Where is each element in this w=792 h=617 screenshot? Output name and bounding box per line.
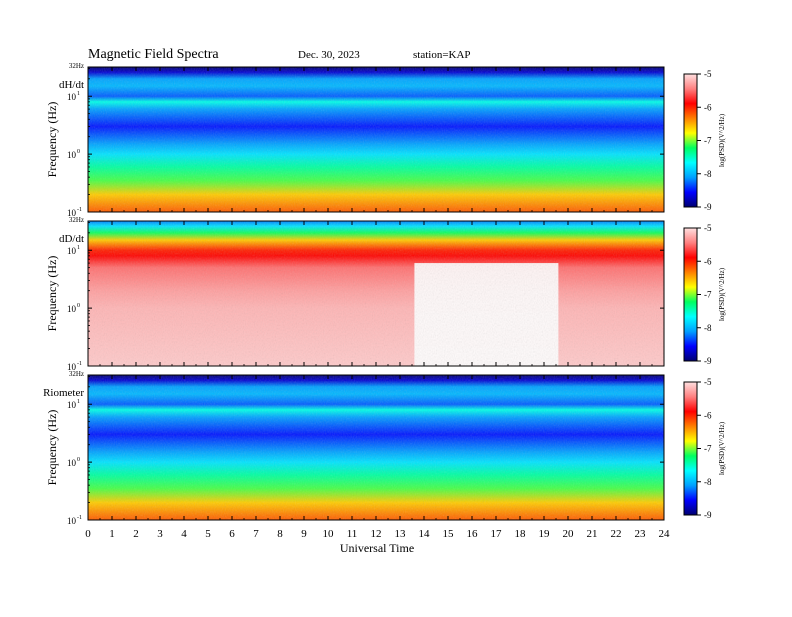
x-tick-label: 8 (277, 528, 283, 540)
y-top-label: 32Hz (69, 370, 84, 378)
x-tick-label: 6 (229, 528, 235, 540)
x-tick-label: 13 (395, 528, 407, 540)
y-tick-label: 10 (67, 458, 77, 468)
x-tick-label: 16 (467, 528, 479, 540)
colorbar-tick-label: -7 (704, 136, 712, 146)
panel-name: Riometer (43, 387, 84, 399)
y-tick-exponent: -1 (77, 361, 82, 367)
spectrogram-texture (88, 375, 664, 520)
colorbar-tick-label: -9 (704, 202, 712, 212)
spectrogram-texture (88, 221, 664, 366)
x-tick-label: 2 (133, 528, 139, 540)
panel-name: dH/dt (59, 79, 84, 91)
y-tick-exponent: 1 (77, 91, 80, 97)
colorbar-label: log(PSD)(V^2/Hz) (718, 421, 726, 475)
colorbar-tick-label: -7 (704, 444, 712, 454)
colorbar-label: log(PSD)(V^2/Hz) (718, 267, 726, 321)
y-tick-exponent: 0 (77, 457, 80, 463)
y-tick-label: 10 (67, 150, 77, 160)
y-top-label: 32Hz (69, 62, 84, 70)
colorbar-tick-label: -5 (704, 69, 712, 79)
colorbar (683, 381, 698, 516)
colorbar-tick-label: -7 (704, 290, 712, 300)
x-axis-label: Universal Time (340, 541, 414, 555)
colorbar-tick-label: -9 (704, 510, 712, 520)
x-tick-label: 3 (157, 528, 163, 540)
colorbar (683, 227, 698, 362)
x-tick-label: 20 (563, 528, 575, 540)
x-tick-label: 5 (205, 528, 211, 540)
spectrogram-texture (88, 67, 664, 212)
y-tick-label: 10 (67, 208, 77, 218)
y-tick-exponent: 0 (77, 149, 80, 155)
figure-station: station=KAP (413, 49, 471, 61)
colorbar-tick-label: -9 (704, 356, 712, 366)
colorbar (683, 73, 698, 208)
figure-date: Dec. 30, 2023 (298, 49, 360, 61)
x-tick-label: 23 (635, 528, 647, 540)
y-tick-label: 10 (67, 304, 77, 314)
y-tick-label: 10 (67, 400, 77, 410)
figure-title: Magnetic Field Spectra (88, 47, 219, 62)
colorbar-tick-label: -8 (704, 477, 712, 487)
x-tick-label: 4 (181, 528, 187, 540)
x-tick-label: 17 (491, 528, 503, 540)
x-tick-label: 22 (611, 528, 622, 540)
y-tick-label: 10 (67, 92, 77, 102)
x-tick-label: 7 (253, 528, 259, 540)
x-tick-label: 18 (515, 528, 527, 540)
x-tick-label: 10 (323, 528, 335, 540)
y-tick-label: 10 (67, 516, 77, 526)
y-tick-exponent: -1 (77, 515, 82, 521)
colorbar-tick-label: -5 (704, 377, 712, 387)
y-axis-label: Frequency (Hz) (45, 102, 59, 178)
y-tick-exponent: 1 (77, 245, 80, 251)
x-tick-label: 11 (347, 528, 358, 540)
y-tick-label: 10 (67, 362, 77, 372)
panel-name: dD/dt (59, 233, 84, 245)
x-tick-label: 24 (659, 528, 671, 540)
y-tick-exponent: 0 (77, 303, 80, 309)
x-tick-label: 9 (301, 528, 307, 540)
y-tick-label: 10 (67, 246, 77, 256)
y-tick-exponent: 1 (77, 399, 80, 405)
x-tick-label: 1 (109, 528, 115, 540)
colorbar-tick-label: -5 (704, 223, 712, 233)
x-tick-label: 15 (443, 528, 455, 540)
x-tick-label: 12 (371, 528, 382, 540)
x-tick-label: 19 (539, 528, 551, 540)
y-top-label: 32Hz (69, 216, 84, 224)
x-tick-label: 0 (85, 528, 91, 540)
colorbar-tick-label: -6 (704, 102, 712, 112)
y-axis-label: Frequency (Hz) (45, 256, 59, 332)
time-axis: 0 1 2 3 4 5 6 7 8 9 10 11 12 13 14 15 16 17 18 19 20 21 22 23 24 (85, 67, 670, 540)
colorbar-tick-label: -6 (704, 410, 712, 420)
colorbar-label: log(PSD)(V^2/Hz) (718, 113, 726, 167)
x-tick-label: 14 (419, 528, 431, 540)
y-tick-exponent: -1 (77, 207, 82, 213)
colorbar-tick-label: -8 (704, 169, 712, 179)
colorbar-tick-label: -6 (704, 256, 712, 266)
y-axis-label: Frequency (Hz) (45, 410, 59, 486)
x-tick-label: 21 (587, 528, 598, 540)
colorbar-tick-label: -8 (704, 323, 712, 333)
